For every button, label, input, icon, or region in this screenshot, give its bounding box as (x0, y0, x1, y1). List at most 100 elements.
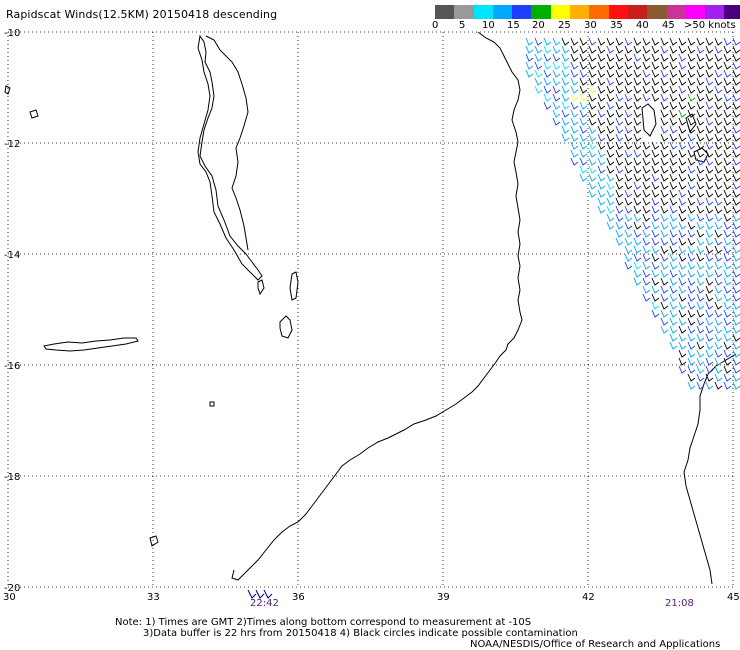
wind-barb-icon (525, 61, 534, 70)
wind-barb-icon (687, 61, 696, 70)
wind-barb-icon (687, 149, 696, 158)
wind-barb-icon (597, 173, 606, 182)
wind-barb-icon (606, 165, 615, 174)
wind-barb-icon (579, 69, 588, 78)
wind-barb-icon (570, 157, 579, 166)
wind-barb-icon (696, 197, 705, 206)
wind-barb-icon (579, 133, 588, 142)
wind-barb-icon (723, 37, 732, 46)
wind-barb-icon (633, 101, 642, 110)
wind-barb-icon (696, 37, 705, 46)
wind-barb-icon (624, 173, 633, 182)
wind-barb-icon (669, 309, 678, 318)
wind-barb-icon (588, 117, 597, 126)
wind-barb-icon (696, 45, 705, 54)
colorbar-label: 35 (610, 20, 623, 31)
wind-barb-icon (714, 277, 723, 286)
wind-barb-icon (633, 125, 642, 134)
wind-barb-icon (597, 197, 606, 206)
wind-barb-icon (615, 69, 624, 78)
wind-barb-icon (597, 93, 606, 102)
wind-barb-icon (678, 189, 687, 198)
wind-barb-icon (669, 133, 678, 142)
wind-barb-icon (642, 237, 651, 246)
wind-barb-icon (687, 141, 696, 150)
wind-barb-icon (678, 365, 687, 374)
wind-barb-icon (696, 109, 705, 118)
wind-barb-icon (687, 133, 696, 142)
wind-barb-icon (597, 125, 606, 134)
wind-barb-icon (642, 221, 651, 230)
wind-barb-icon (669, 253, 678, 262)
wind-barb-icon (732, 349, 740, 358)
wind-barb-icon (651, 237, 660, 246)
wind-barb-icon (642, 77, 651, 86)
wind-barb-icon (669, 101, 678, 110)
wind-barb-icon (651, 261, 660, 270)
wind-barb-icon (633, 133, 642, 142)
wind-barb-icon (669, 245, 678, 254)
wind-barb-icon (570, 37, 579, 46)
wind-barb-icon (651, 309, 660, 318)
wind-barb-icon (678, 61, 687, 70)
wind-barb-icon (624, 45, 633, 54)
wind-barb-icon (696, 69, 705, 78)
wind-barb-icon (732, 341, 740, 350)
wind-barb-icon (588, 85, 597, 94)
wind-barb-icon (660, 141, 669, 150)
colorbar-swatch (608, 5, 628, 19)
wind-barb-icon (552, 45, 561, 54)
wind-barb-icon (678, 109, 687, 118)
wind-barb-icon (705, 365, 714, 374)
wind-barb-icon (732, 101, 740, 110)
wind-barb-icon (696, 253, 705, 262)
lake-kariba-like-outline (43, 337, 139, 352)
wind-barb-icon (534, 45, 543, 54)
wind-barb-icon (714, 45, 723, 54)
wind-barb-icon (714, 69, 723, 78)
wind-barb-icon (705, 333, 714, 342)
wind-barb-icon (732, 93, 740, 102)
wind-barb-icon (579, 165, 588, 174)
wind-barb-icon (696, 165, 705, 174)
wind-barb-icon (525, 69, 534, 78)
wind-barb-icon (669, 77, 678, 86)
wind-barb-icon (624, 93, 633, 102)
wind-barb-icon (714, 381, 723, 390)
wind-barb-icon (714, 181, 723, 190)
wind-barb-icon (687, 277, 696, 286)
wind-barb-icon (678, 125, 687, 134)
wind-barb-icon (651, 253, 660, 262)
wind-barb-icon (624, 141, 633, 150)
wind-barb-icon (570, 125, 579, 134)
wind-barb-icon (579, 85, 588, 94)
wind-barb-icon (732, 285, 740, 294)
wind-barb-icon (687, 293, 696, 302)
wind-barb-icon (723, 77, 732, 86)
wind-barb-icon (705, 301, 714, 310)
wind-barb-icon (642, 165, 651, 174)
wind-barb-icon (687, 381, 696, 390)
wind-barb-icon (552, 93, 561, 102)
wind-barb-icon (705, 117, 714, 126)
wind-barb-icon (651, 213, 660, 222)
colorbar-swatch (666, 5, 686, 19)
wind-barb-icon (651, 277, 660, 286)
wind-barb-icon (732, 309, 740, 318)
wind-barb-icon (588, 37, 597, 46)
wind-barb-icon (678, 213, 687, 222)
wind-barb-icon (678, 197, 687, 206)
lon-label: 36 (292, 592, 305, 603)
wind-barb-icon (714, 117, 723, 126)
wind-barb-icon (705, 53, 714, 62)
wind-barb-icon (687, 213, 696, 222)
wind-barb-icon (597, 141, 606, 150)
wind-barb-icon (660, 125, 669, 134)
wind-barb-icon (579, 101, 588, 110)
wind-barb-icon (705, 277, 714, 286)
wind-barb-icon (624, 53, 633, 62)
wind-barb-icon (597, 109, 606, 118)
wind-barb-icon (651, 285, 660, 294)
wind-barb-icon (624, 109, 633, 118)
wind-barb-icon (732, 277, 740, 286)
